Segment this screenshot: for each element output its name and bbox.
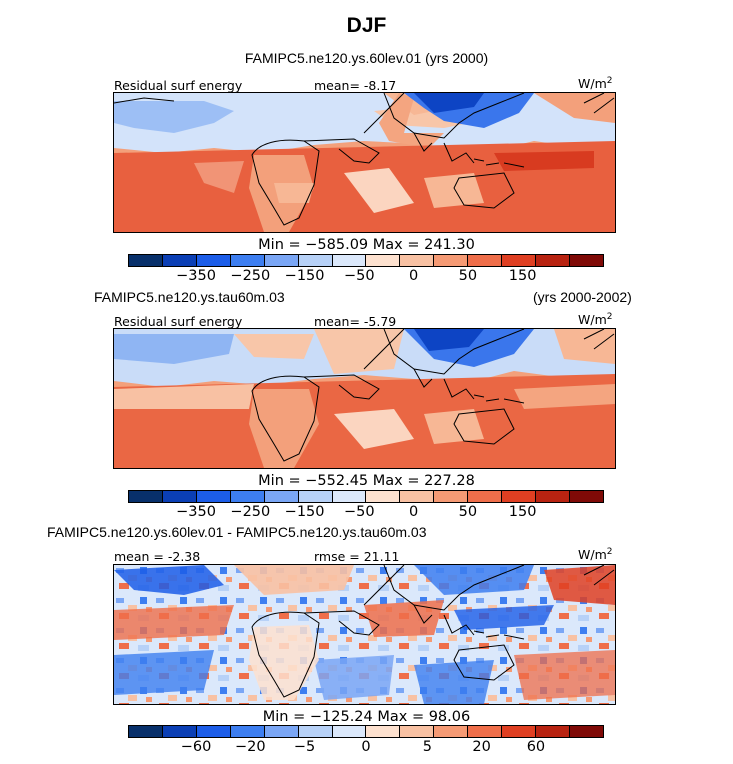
colorbar-tick: 0 bbox=[408, 268, 419, 284]
colorbar-swatch bbox=[230, 255, 265, 266]
colorbar-swatch bbox=[332, 726, 367, 737]
colorbar-swatch bbox=[230, 726, 265, 737]
colorbar-swatch bbox=[129, 255, 163, 266]
colorbar-swatch bbox=[196, 726, 231, 737]
colorbar-swatch bbox=[366, 726, 401, 737]
panel-3-map-canvas bbox=[114, 565, 615, 704]
colorbar-swatch bbox=[332, 491, 367, 502]
panel-3-colorbar bbox=[128, 725, 604, 738]
panel-1-case-title: FAMIPC5.ne120.ys.60lev.01 (yrs 2000) bbox=[244, 50, 489, 66]
colorbar-swatch bbox=[502, 255, 537, 266]
colorbar-tick: 0 bbox=[408, 504, 419, 520]
colorbar-swatch bbox=[400, 255, 435, 266]
panel-1-map-canvas bbox=[114, 93, 615, 232]
colorbar-swatch bbox=[536, 491, 570, 502]
colorbar-swatch bbox=[129, 491, 163, 502]
colorbar-swatch bbox=[162, 255, 197, 266]
colorbar-swatch bbox=[332, 255, 367, 266]
colorbar-swatch bbox=[298, 726, 333, 737]
panel-2-colorbar bbox=[128, 490, 604, 503]
colorbar-tick: −350 bbox=[176, 268, 216, 284]
colorbar-tick: −350 bbox=[176, 504, 216, 520]
colorbar-tick: 50 bbox=[458, 504, 478, 520]
panel-1-minmax: Min = −585.09 Max = 241.30 bbox=[258, 237, 475, 253]
colorbar-swatch bbox=[468, 491, 503, 502]
colorbar-swatch bbox=[536, 255, 570, 266]
panel-2-map-canvas bbox=[114, 329, 615, 468]
colorbar-swatch bbox=[434, 255, 469, 266]
colorbar-tick: −60 bbox=[180, 739, 212, 755]
colorbar-tick: 0 bbox=[361, 739, 371, 755]
panel-2-units: W/m2 bbox=[578, 311, 613, 327]
colorbar-tick: −150 bbox=[284, 268, 325, 284]
colorbar-swatch bbox=[129, 726, 163, 737]
panel-3-mean-label: mean = -2.38 bbox=[114, 549, 201, 564]
colorbar-tick: −150 bbox=[284, 504, 325, 520]
colorbar-swatch bbox=[468, 726, 503, 737]
colorbar-tick: −20 bbox=[235, 739, 266, 755]
colorbar-swatch bbox=[400, 726, 435, 737]
colorbar-swatch bbox=[366, 491, 401, 502]
colorbar-tick: 60 bbox=[526, 739, 546, 755]
colorbar-swatch bbox=[162, 491, 197, 502]
colorbar-swatch bbox=[264, 726, 299, 737]
colorbar-swatch bbox=[502, 491, 537, 502]
colorbar-swatch bbox=[400, 491, 435, 502]
colorbar-tick: 5 bbox=[422, 739, 433, 755]
panel-1-colorbar-ticks: −350 −250 −150 −50 0 50 150 bbox=[128, 268, 604, 286]
colorbar-swatch bbox=[434, 491, 469, 502]
panel-3-map bbox=[113, 564, 616, 705]
colorbar-swatch bbox=[569, 726, 603, 737]
colorbar-swatch bbox=[434, 726, 469, 737]
panel-2-years: (yrs 2000-2002) bbox=[533, 289, 632, 305]
panel-1-mean-label: mean= -8.17 bbox=[314, 78, 397, 93]
panel-2-map bbox=[113, 328, 616, 469]
panel-3-rmse-label: rmse = 21.11 bbox=[314, 549, 400, 564]
colorbar-tick: −250 bbox=[230, 504, 271, 520]
colorbar-tick: −50 bbox=[344, 268, 375, 284]
panel-3-case-title: FAMIPC5.ne120.ys.60lev.01 - FAMIPC5.ne12… bbox=[47, 524, 427, 540]
colorbar-swatch bbox=[264, 255, 299, 266]
colorbar-swatch bbox=[298, 255, 333, 266]
colorbar-swatch bbox=[569, 491, 603, 502]
colorbar-swatch bbox=[264, 491, 299, 502]
panel-3-minmax: Min = −125.24 Max = 98.06 bbox=[262, 709, 471, 725]
colorbar-tick: 150 bbox=[508, 268, 537, 284]
colorbar-tick: −50 bbox=[344, 504, 375, 520]
colorbar-swatch bbox=[468, 255, 503, 266]
colorbar-swatch bbox=[230, 491, 265, 502]
colorbar-tick: −5 bbox=[293, 739, 316, 755]
panel-2-field-label: Residual surf energy bbox=[114, 314, 243, 329]
colorbar-tick: 150 bbox=[508, 504, 537, 520]
panel-1-units: W/m2 bbox=[578, 75, 613, 91]
colorbar-swatch bbox=[569, 255, 603, 266]
panel-3-colorbar-ticks: −60 −20 −5 0 5 20 60 bbox=[128, 739, 604, 757]
panel-1-field-label: Residual surf energy bbox=[114, 78, 243, 93]
colorbar-swatch bbox=[366, 255, 401, 266]
colorbar-tick: 50 bbox=[458, 268, 478, 284]
panel-2-colorbar-ticks: −350 −250 −150 −50 0 50 150 bbox=[128, 504, 604, 522]
colorbar-tick: 20 bbox=[472, 739, 491, 755]
panel-2-minmax: Min = −552.45 Max = 227.28 bbox=[258, 473, 475, 489]
plot-title: DJF bbox=[346, 14, 387, 37]
colorbar-tick: −250 bbox=[230, 268, 271, 284]
panel-2-mean-label: mean= -5.79 bbox=[314, 314, 397, 329]
colorbar-swatch bbox=[162, 726, 197, 737]
colorbar-swatch bbox=[196, 255, 231, 266]
colorbar-swatch bbox=[536, 726, 570, 737]
colorbar-swatch bbox=[502, 726, 537, 737]
panel-3-units: W/m2 bbox=[578, 546, 613, 562]
panel-1-map bbox=[113, 92, 616, 233]
colorbar-swatch bbox=[196, 491, 231, 502]
panel-1-colorbar bbox=[128, 254, 604, 267]
colorbar-swatch bbox=[298, 491, 333, 502]
panel-2-case-title: FAMIPC5.ne120.ys.tau60m.03 bbox=[94, 289, 285, 305]
